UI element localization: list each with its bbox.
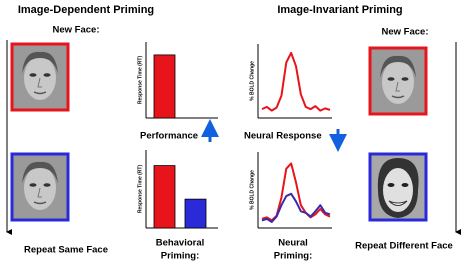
face-right-different	[370, 154, 426, 220]
line	[262, 163, 330, 220]
left-title: Image-Dependent Priming	[18, 4, 154, 16]
right-title: Image-Invariant Priming	[277, 4, 402, 16]
y-axis-label: % BOLD Change	[249, 170, 255, 210]
right-top-label: New Face:	[382, 27, 429, 38]
bar	[154, 166, 175, 228]
y-axis-label: % BOLD Change	[249, 61, 255, 101]
behavioral-label: Priming:	[161, 251, 200, 262]
neural-priming-label: Neural	[278, 238, 308, 249]
behavioral-label: Behavioral	[156, 238, 205, 249]
line	[262, 194, 330, 222]
left-top-label: New Face:	[53, 25, 100, 36]
bar	[154, 55, 175, 118]
line	[262, 53, 330, 111]
y-axis-label: Response Time (RT)	[137, 56, 143, 105]
page: Image-Dependent Priming Image-Invariant …	[0, 0, 467, 270]
left-bottom-label: Repeat Same Face	[24, 245, 108, 256]
performance-label: Performance	[140, 131, 198, 142]
neural-response-label: Neural Response	[244, 131, 322, 142]
neural-priming-label: Priming:	[274, 251, 313, 262]
face-left-new	[12, 44, 68, 110]
bar	[185, 199, 206, 228]
y-axis-label: Response Time (RT)	[137, 165, 143, 214]
face-left-repeat	[12, 154, 68, 220]
face-right-new	[370, 48, 426, 114]
figure: Image-Dependent Priming Image-Invariant …	[0, 0, 467, 270]
right-bottom-label: Repeat Different Face	[355, 241, 453, 252]
